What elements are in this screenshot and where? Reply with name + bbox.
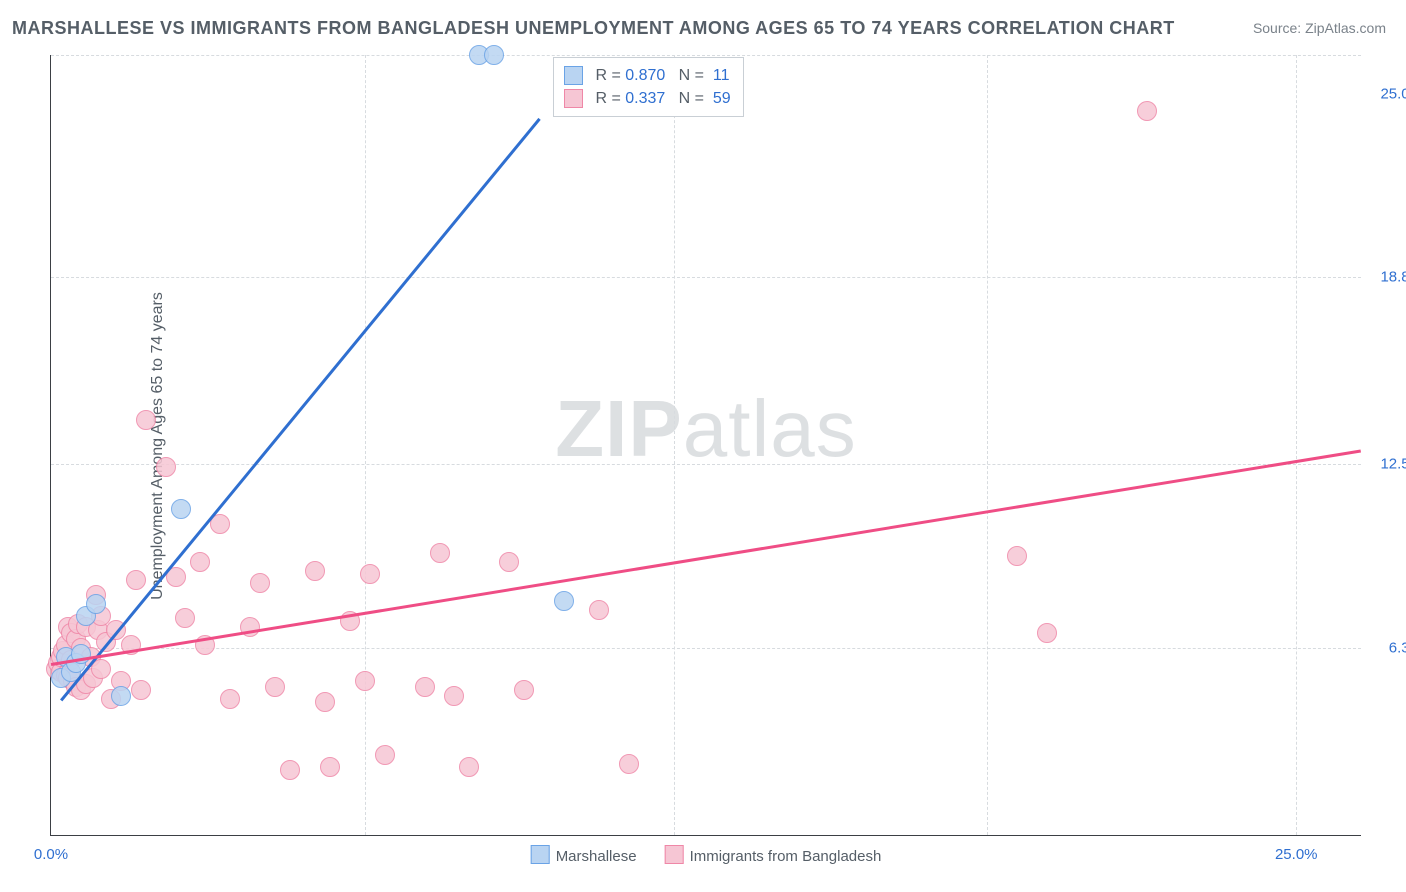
legend-label: Marshallese (556, 848, 637, 865)
data-point (589, 600, 609, 620)
source-attribution: Source: ZipAtlas.com (1253, 20, 1386, 36)
data-point (415, 677, 435, 697)
gridline-v (674, 55, 675, 835)
data-point (265, 677, 285, 697)
gridline-v (1296, 55, 1297, 835)
data-point (1037, 623, 1057, 643)
gridline-v (365, 55, 366, 835)
data-point (126, 570, 146, 590)
watermark-zip: ZIP (555, 384, 682, 473)
data-point (131, 680, 151, 700)
legend-item: Marshallese (531, 845, 637, 865)
chart-title: MARSHALLESE VS IMMIGRANTS FROM BANGLADES… (12, 18, 1175, 39)
legend-label: Immigrants from Bangladesh (690, 848, 882, 865)
stats-row: R = 0.337 N = 59 (564, 87, 731, 110)
data-point (1137, 101, 1157, 121)
data-point (280, 760, 300, 780)
stats-row: R = 0.870 N = 11 (564, 64, 731, 87)
x-tick-label: 0.0% (34, 846, 68, 863)
legend: Marshallese Immigrants from Bangladesh (531, 845, 882, 865)
data-point (220, 689, 240, 709)
gridline-h (51, 277, 1361, 278)
legend-swatch (531, 845, 550, 864)
scatter-plot: ZIPatlas 6.3%12.5%18.8%25.0%0.0%25.0%Mar… (50, 55, 1361, 836)
data-point (484, 45, 504, 65)
legend-swatch (665, 845, 684, 864)
y-tick-label: 12.5% (1368, 456, 1406, 473)
data-point (250, 573, 270, 593)
data-point (156, 457, 176, 477)
data-point (375, 745, 395, 765)
trend-line (60, 118, 540, 701)
trend-line (51, 449, 1361, 665)
stats-swatch (564, 66, 583, 85)
stats-text: R = 0.337 N = 59 (591, 87, 731, 110)
source-prefix: Source: (1253, 20, 1305, 36)
watermark-atlas: atlas (683, 384, 857, 473)
stats-box: R = 0.870 N = 11 R = 0.337 N = 59 (553, 57, 744, 117)
gridline-h (51, 464, 1361, 465)
data-point (136, 410, 156, 430)
data-point (171, 499, 191, 519)
data-point (554, 591, 574, 611)
data-point (430, 543, 450, 563)
data-point (619, 754, 639, 774)
stats-text: R = 0.870 N = 11 (591, 64, 729, 87)
data-point (305, 561, 325, 581)
data-point (320, 757, 340, 777)
data-point (499, 552, 519, 572)
y-tick-label: 6.3% (1368, 640, 1406, 657)
data-point (240, 617, 260, 637)
legend-item: Immigrants from Bangladesh (665, 845, 882, 865)
y-tick-label: 25.0% (1368, 85, 1406, 102)
data-point (514, 680, 534, 700)
data-point (355, 671, 375, 691)
data-point (1007, 546, 1027, 566)
x-tick-label: 25.0% (1275, 846, 1318, 863)
data-point (190, 552, 210, 572)
data-point (360, 564, 380, 584)
data-point (111, 686, 131, 706)
watermark: ZIPatlas (555, 383, 856, 475)
data-point (175, 608, 195, 628)
gridline-v (987, 55, 988, 835)
gridline-h (51, 55, 1361, 56)
data-point (315, 692, 335, 712)
data-point (444, 686, 464, 706)
data-point (86, 594, 106, 614)
stats-swatch (564, 89, 583, 108)
gridline-h (51, 648, 1361, 649)
data-point (459, 757, 479, 777)
source-site: ZipAtlas.com (1305, 20, 1386, 36)
y-tick-label: 18.8% (1368, 269, 1406, 286)
